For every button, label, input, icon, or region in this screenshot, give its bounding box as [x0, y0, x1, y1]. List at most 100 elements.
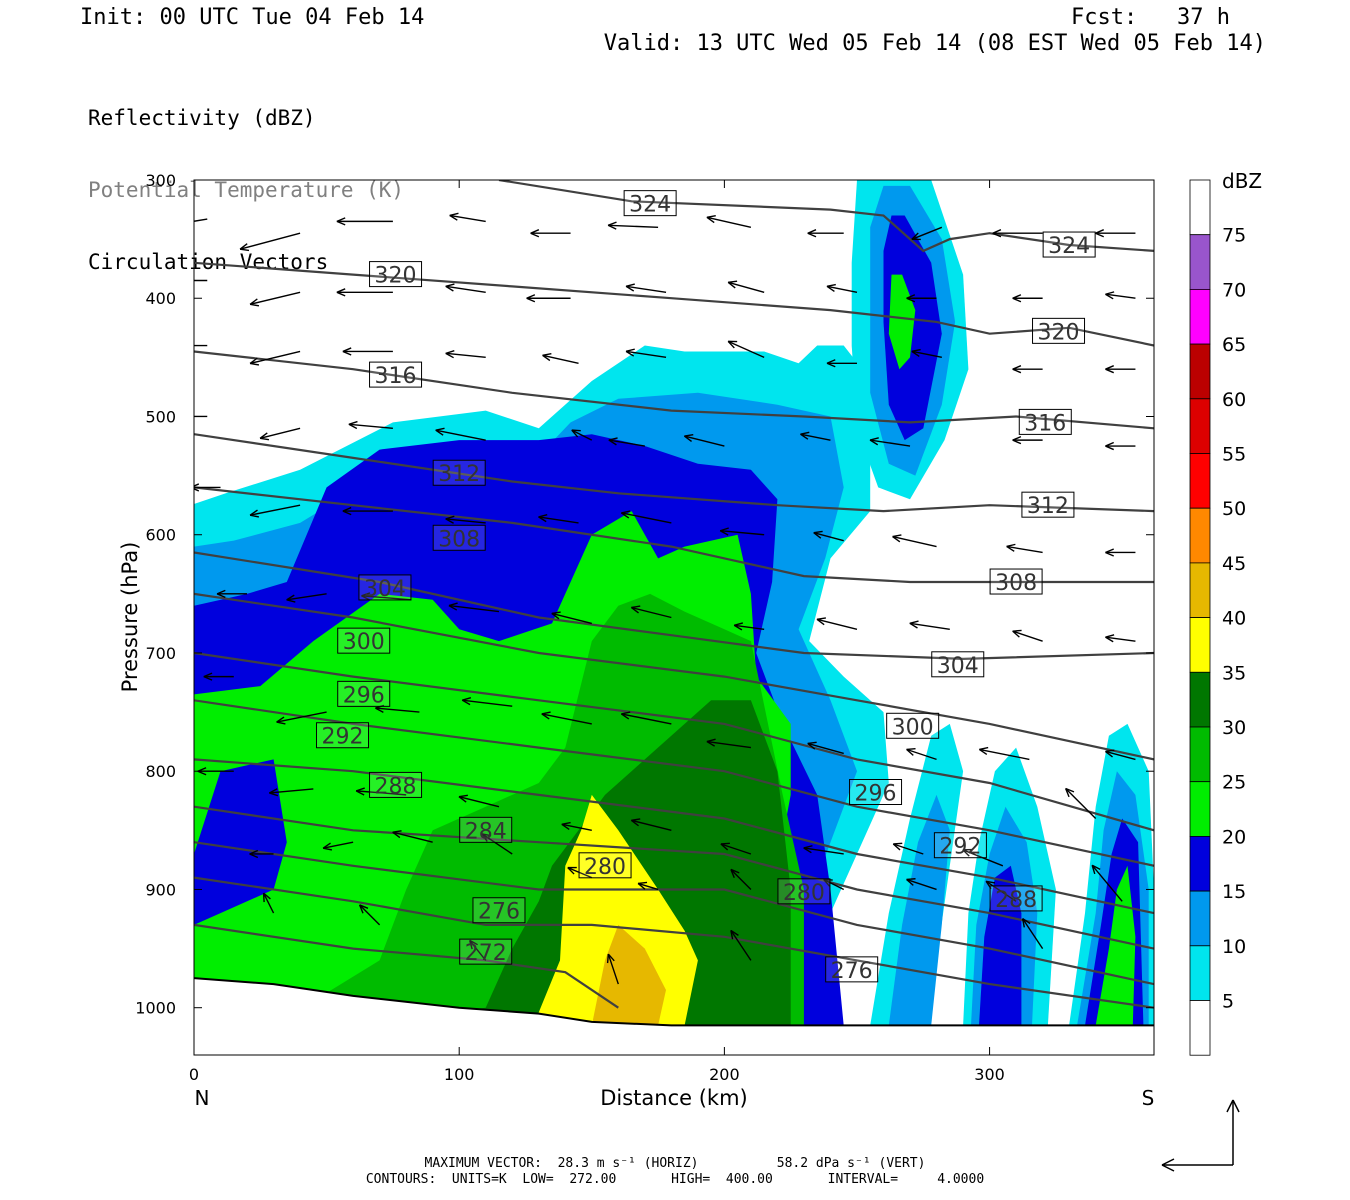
circulation-vector: [448, 602, 500, 613]
contour-label: 316: [1018, 408, 1072, 436]
svg-text:292: 292: [322, 725, 364, 750]
contour-label: 316: [369, 361, 423, 389]
colorbar-level-label: 60: [1222, 389, 1246, 411]
x-tick-label: 100: [444, 1065, 475, 1084]
circulation-vector: [445, 515, 486, 524]
colorbar-level-label: 30: [1222, 717, 1246, 739]
plot-frame: [193, 179, 1155, 1056]
colorbar-level-label: 15: [1222, 881, 1246, 903]
contour-label: 312: [1021, 491, 1075, 519]
circulation-vector: [469, 939, 487, 961]
contour-label: 276: [825, 956, 879, 984]
svg-text:276: 276: [478, 900, 520, 925]
circulation-vector: [911, 226, 943, 241]
circulation-vector: [727, 280, 765, 294]
circulation-vector: [567, 866, 593, 879]
svg-text:316: 316: [375, 364, 417, 389]
isentrope-324: [498, 180, 1154, 253]
svg-text:320: 320: [375, 264, 417, 289]
circulation-vector: [194, 344, 208, 347]
circulation-vector: [683, 433, 725, 447]
circulation-vector: [197, 767, 234, 776]
circulation-vector: [262, 892, 275, 914]
circulation-vector: [1012, 294, 1043, 303]
circulation-vector: [816, 617, 858, 631]
isentrope-288: [194, 758, 1154, 915]
circulation-vector: [526, 294, 571, 303]
svg-text:280: 280: [584, 855, 626, 880]
circulation-vector: [276, 711, 327, 725]
svg-text:308: 308: [995, 571, 1037, 596]
circulation-vector: [551, 611, 592, 625]
circulation-vector: [992, 229, 1043, 238]
contour-label: 272: [459, 938, 513, 966]
colorbar-swatch: [1189, 343, 1211, 400]
reflectivity-fill-layer: [194, 180, 1154, 1026]
circulation-vector: [706, 738, 752, 749]
colorbar-swatch: [1189, 1000, 1211, 1056]
circulation-vector: [727, 340, 765, 359]
init-time: Init: 00 UTC Tue 04 Feb 14: [80, 5, 425, 30]
colorbar-level-label: 65: [1222, 334, 1246, 356]
forecast-hour: Fcst: 37 h: [1071, 5, 1230, 30]
colorbar-swatch: [1189, 398, 1211, 454]
axes-layer: 300 400 500 600 700 800 900 1000 0 100 200 300 Dista…: [118, 171, 1154, 1110]
below-ground-mask: [194, 978, 1154, 1055]
circulation-vector: [608, 437, 645, 447]
circulation-vector: [733, 622, 765, 631]
circulation-vector: [813, 530, 844, 542]
circulation-vector: [538, 513, 579, 524]
contour-label: 284: [459, 816, 513, 844]
contour-label: 300: [337, 627, 391, 655]
svg-text:324: 324: [1048, 234, 1090, 259]
colorbar-swatch: [1189, 453, 1211, 509]
circulation-vector: [1095, 229, 1136, 238]
colorbar-swatch: [1189, 781, 1211, 837]
svg-text:324: 324: [629, 193, 671, 218]
isentrope-320: [194, 261, 1154, 347]
circulation-vector: [1105, 365, 1136, 374]
contour-label-layer: 324 324 320 320 316 316 312 312 308 308 304 304 300 3…: [316, 190, 1096, 984]
x-axis-label: Distance (km): [600, 1086, 748, 1110]
colorbar-swatch: [1189, 288, 1211, 345]
svg-text:288: 288: [995, 888, 1037, 913]
circulation-vector: [571, 429, 593, 441]
contour-label: 276: [472, 897, 526, 925]
colorbar-swatch: [1189, 617, 1211, 673]
circulation-vector: [542, 352, 579, 364]
circulation-vector: [435, 427, 486, 441]
circulation-vector: [445, 350, 486, 359]
circulation-vector: [1105, 634, 1136, 643]
circulation-vector: [807, 229, 844, 238]
contour-label: 280: [578, 852, 632, 880]
isentrope-312: [194, 433, 1154, 513]
x-tick-label: 0: [189, 1065, 199, 1084]
contour-label: 296: [849, 779, 903, 807]
svg-text:296: 296: [343, 683, 385, 708]
vector-scale-icon: [1161, 1099, 1240, 1172]
circulation-vector: [1012, 435, 1043, 445]
contour-label: 308: [432, 524, 486, 552]
contour-label: 280: [777, 878, 831, 906]
svg-text:300: 300: [892, 715, 934, 740]
circulation-vector: [730, 929, 752, 961]
circulation-vector: [803, 845, 844, 855]
circulation-vector: [1105, 749, 1136, 761]
footer: MAXIMUM VECTOR: 28.3 m s⁻¹ (HORIZ) 58.2 …: [0, 1156, 1350, 1188]
y-tick-label: 800: [145, 762, 176, 781]
isentrope-276: [194, 876, 1154, 1009]
circulation-vector: [906, 294, 937, 303]
y-tick-label: 600: [145, 526, 176, 545]
circulation-vector: [530, 229, 571, 238]
footer-max-vector: MAXIMUM VECTOR: 28.3 m s⁻¹ (HORIZ) 58.2 …: [424, 1156, 926, 1171]
contour-label: 296: [337, 680, 391, 708]
svg-text:304: 304: [937, 654, 979, 679]
circulation-vector: [630, 818, 672, 832]
circulation-vector: [1105, 548, 1136, 557]
contour-label: 288: [369, 771, 423, 799]
colorbar-level-label: 5: [1222, 991, 1234, 1013]
circulation-vector: [1091, 864, 1123, 902]
circulation-vector: [249, 849, 274, 859]
circulation-vector: [449, 212, 486, 223]
isentrope-304: [194, 551, 1154, 661]
